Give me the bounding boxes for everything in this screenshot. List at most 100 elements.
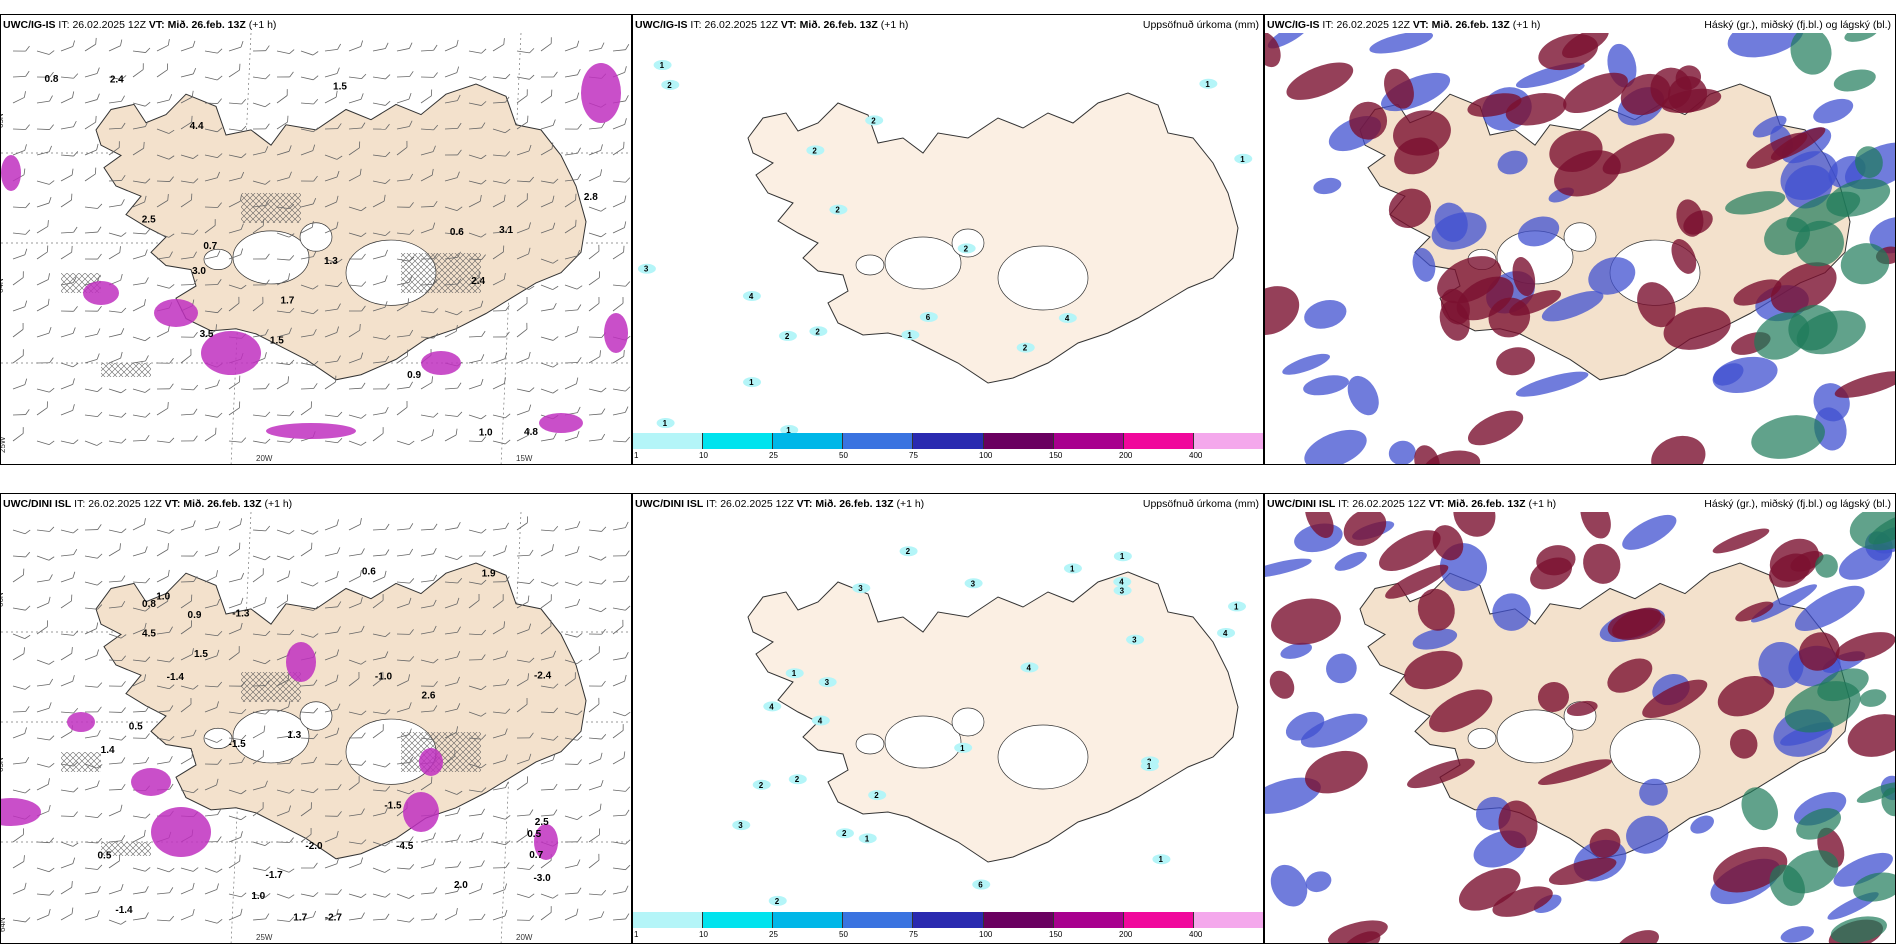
wind-barb bbox=[36, 298, 50, 312]
cloud-cell bbox=[1394, 137, 1440, 175]
precip-value-label: 2 bbox=[812, 146, 817, 155]
precip-cell bbox=[131, 768, 171, 796]
colorbar-tick: 10 bbox=[699, 451, 708, 460]
wind-barb bbox=[492, 883, 508, 895]
wind-barb bbox=[564, 249, 581, 260]
cloud-map[interactable] bbox=[1265, 512, 1896, 944]
wind-barb bbox=[108, 95, 125, 104]
wind-barb bbox=[84, 780, 100, 791]
precip-panel-bottom: UWC/DINI ISL IT: 26.02.2025 12Z VT: Mið.… bbox=[632, 493, 1264, 944]
wind-barb bbox=[324, 90, 338, 104]
wind-barb bbox=[204, 48, 223, 54]
wind-barb bbox=[444, 149, 462, 156]
wind-value-label: -2.7 bbox=[325, 913, 343, 924]
cloud-cell bbox=[1304, 299, 1347, 329]
wind-barb bbox=[84, 143, 99, 156]
wind-barb bbox=[444, 229, 463, 235]
wind-barb bbox=[468, 763, 487, 769]
panel-title: UWC/IG-IS IT: 26.02.2025 12Z VT: Mið. 26… bbox=[635, 19, 909, 31]
wind-barb bbox=[204, 883, 219, 895]
wind-barb bbox=[60, 630, 79, 636]
wind-barb bbox=[300, 802, 312, 817]
cloud-cell bbox=[1583, 543, 1621, 584]
colorbar-swatch bbox=[773, 433, 844, 449]
precip-patch bbox=[899, 546, 918, 557]
wind-value-label: -1.3 bbox=[232, 608, 250, 619]
wind-barb bbox=[348, 857, 363, 869]
wind-barb bbox=[60, 787, 79, 793]
wind-barb bbox=[180, 348, 192, 364]
wind-barb bbox=[36, 50, 55, 55]
wind-barb bbox=[468, 101, 487, 106]
cloud-cell bbox=[1667, 76, 1708, 113]
precip-map[interactable]: 613322324433121113442312141 bbox=[633, 512, 1264, 926]
wind-barb bbox=[564, 123, 582, 130]
wind-barb bbox=[132, 606, 151, 612]
cloud-map[interactable] bbox=[1265, 33, 1896, 465]
glacier bbox=[1609, 718, 1701, 785]
precip-patch bbox=[1113, 585, 1132, 596]
wind-barb bbox=[348, 122, 366, 130]
wind-barb bbox=[612, 406, 629, 416]
precip-patch bbox=[835, 828, 854, 839]
wind-barb bbox=[204, 127, 223, 133]
cloud-cell bbox=[1770, 262, 1837, 314]
wind-barb bbox=[468, 629, 487, 636]
wind-barb bbox=[60, 73, 79, 79]
cloud-cell bbox=[1815, 554, 1838, 578]
wind-barb bbox=[516, 115, 529, 130]
wind-barb bbox=[300, 383, 318, 390]
wind-barb bbox=[300, 892, 319, 897]
wind-barb bbox=[276, 893, 295, 899]
wind-barb bbox=[60, 226, 78, 234]
wind-barb bbox=[180, 729, 197, 739]
wind-barb bbox=[324, 438, 343, 444]
colorbar-swatch bbox=[1053, 912, 1124, 928]
cloud-cell bbox=[1750, 584, 1818, 623]
wind-value-label: 1.5 bbox=[194, 649, 208, 660]
precip-map[interactable]: 2 1 3 1 1 2 2 2 1 4 2 2 1 4 6 2 1 1 2 bbox=[633, 33, 1264, 447]
wind-barb bbox=[348, 548, 365, 557]
precip-patch bbox=[806, 145, 825, 156]
wind-barb bbox=[492, 840, 511, 846]
precip-cell bbox=[1, 155, 21, 191]
wind-barb bbox=[540, 432, 557, 442]
wind-barb bbox=[156, 705, 174, 713]
wind-barb bbox=[36, 735, 55, 741]
precip-patch bbox=[1058, 312, 1077, 323]
wind-barb bbox=[36, 326, 52, 338]
wind-barb bbox=[444, 651, 461, 661]
cloud-cell bbox=[1563, 72, 1628, 114]
precip-patch bbox=[637, 263, 656, 274]
wind-value-label: 2.0 bbox=[454, 880, 468, 891]
wind-barb bbox=[204, 427, 217, 442]
colorbar-swatch bbox=[633, 433, 704, 449]
wind-barb bbox=[204, 324, 217, 338]
wind-barb bbox=[564, 735, 583, 741]
cloud-cell bbox=[1833, 852, 1893, 887]
wind-value-label: 0.5 bbox=[527, 829, 541, 840]
cloud-cell bbox=[1286, 62, 1354, 100]
wind-barb bbox=[564, 759, 582, 765]
cloud-cell bbox=[1796, 808, 1841, 840]
wind-map[interactable]: -4.5 0.5 -2.4 -1.7 -3.0 4.5 1.5 1.9 -2.7 -1.0 -1.4… bbox=[1, 512, 632, 944]
wind-barb bbox=[180, 154, 199, 159]
wind-barb bbox=[228, 171, 245, 182]
wind-barb bbox=[420, 574, 438, 583]
wind-map[interactable]: 1.7 2.5 2.4 2.4 4.8 4.4 1.5 3.0 3.5 0.6 3.1 1.5 0.8 1… bbox=[1, 33, 632, 465]
wind-barb bbox=[156, 594, 169, 609]
wind-barb bbox=[252, 102, 271, 108]
precip-value-label: 1 bbox=[1240, 155, 1245, 164]
axis-label: 20W bbox=[256, 454, 273, 463]
colorbar-tick: 25 bbox=[769, 451, 778, 460]
wind-barb bbox=[444, 861, 462, 869]
wind-barb bbox=[588, 780, 604, 791]
cloud-cell bbox=[1537, 682, 1570, 712]
cloud-cell bbox=[1626, 815, 1669, 854]
wind-barb bbox=[228, 153, 247, 159]
precip-patch bbox=[1126, 634, 1145, 645]
wind-barb bbox=[252, 659, 271, 665]
cloud-panel-bottom: UWC/DINI ISL IT: 26.02.2025 12Z VT: Mið.… bbox=[1264, 493, 1896, 944]
wind-barb bbox=[372, 100, 391, 106]
wind-barb bbox=[60, 708, 79, 714]
